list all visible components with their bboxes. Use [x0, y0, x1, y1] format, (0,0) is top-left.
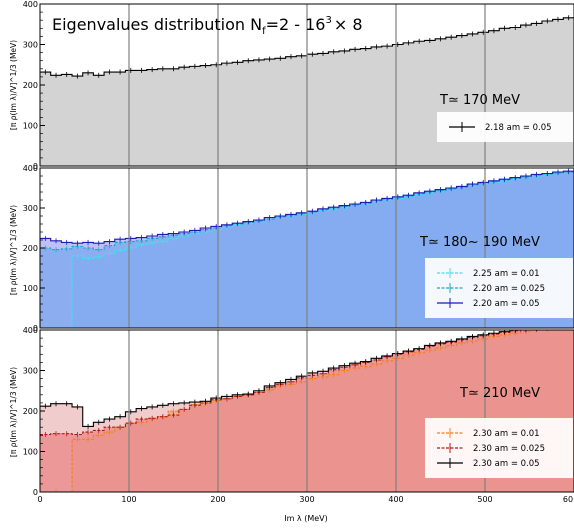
y-tick-label: 400: [23, 0, 38, 9]
legend-1: 2.18 am = 0.05: [437, 112, 573, 142]
xlabel: Im λ (MeV): [284, 514, 328, 523]
temperature-label-180-190: T≃ 180~ 190 MeV: [419, 235, 540, 250]
x-tick-label: 300: [299, 495, 314, 504]
series-line-2-1: [40, 171, 574, 328]
x-tick-label: 60: [563, 495, 573, 504]
y-tick-label: 400: [23, 326, 38, 335]
y-tick-label: 0: [33, 162, 38, 171]
x-tick-label: 200: [210, 495, 225, 504]
legend-3: 2.30 am = 0.01 2.30 am = 0.025 2.30 am = 0…: [425, 418, 573, 478]
series-line-1-1: [40, 17, 574, 77]
legend-2: 2.25 am = 0.01 2.20 am = 0.025 2.20 am = 0…: [425, 258, 573, 318]
y-tick-label: 200: [23, 407, 38, 416]
x-tick-label: 100: [121, 495, 136, 504]
y-tick-label: 300: [23, 41, 38, 50]
legend-label: 2.30 am = 0.01: [473, 429, 540, 439]
y-tick-label: 100: [23, 448, 38, 457]
x-tick-label: 0: [37, 495, 42, 504]
panels: 0 100 200 300 400 2.18 am = 0.05 0 100 200 300 400…: [23, 0, 574, 504]
legend-label: 2.30 am = 0.025: [473, 444, 545, 454]
ylabel-panel-2: [π ρ(Im λ)/V]^1/3 (MeV): [9, 205, 18, 295]
legend-label: 2.20 am = 0.05: [473, 299, 540, 309]
x-tick-label: 400: [388, 495, 403, 504]
y-tick-label: 0: [33, 488, 38, 497]
y-tick-label: 200: [23, 81, 38, 90]
y-tick-label: 100: [23, 284, 38, 293]
legend-label: 2.25 am = 0.01: [473, 269, 540, 279]
panel-2: 0 100 200 300 400 2.25 am = 0.01 2.20 am = 0.0…: [23, 164, 574, 333]
y-tick-label: 200: [23, 244, 38, 253]
chart-title: Eigenvalues distribution Nf=2 - 163 × 8: [52, 15, 363, 37]
y-tick-label: 400: [23, 164, 38, 173]
y-tick-label: 100: [23, 122, 38, 131]
legend-label: 2.30 am = 0.05: [473, 459, 540, 469]
panel-1: 0 100 200 300 400 2.18 am = 0.05: [23, 0, 574, 171]
legend-label: 2.20 am = 0.025: [473, 284, 545, 294]
y-tick-label: 0: [33, 324, 38, 333]
series-line-3-1: [40, 330, 543, 492]
x-tick-label: 500: [477, 495, 492, 504]
ylabel-panel-1: [π ρ(Im λ)/V]^1/3 (MeV): [9, 40, 18, 130]
temperature-label-170: T≃ 170 MeV: [439, 93, 520, 108]
y-tick-label: 300: [23, 204, 38, 213]
legend-label: 2.18 am = 0.05: [485, 123, 552, 133]
ylabel-panel-3: [π ρ(Im λ)/V]^1/3 (MeV): [9, 367, 18, 457]
y-tick-label: 300: [23, 367, 38, 376]
temperature-label-210: T≃ 210 MeV: [459, 386, 540, 401]
